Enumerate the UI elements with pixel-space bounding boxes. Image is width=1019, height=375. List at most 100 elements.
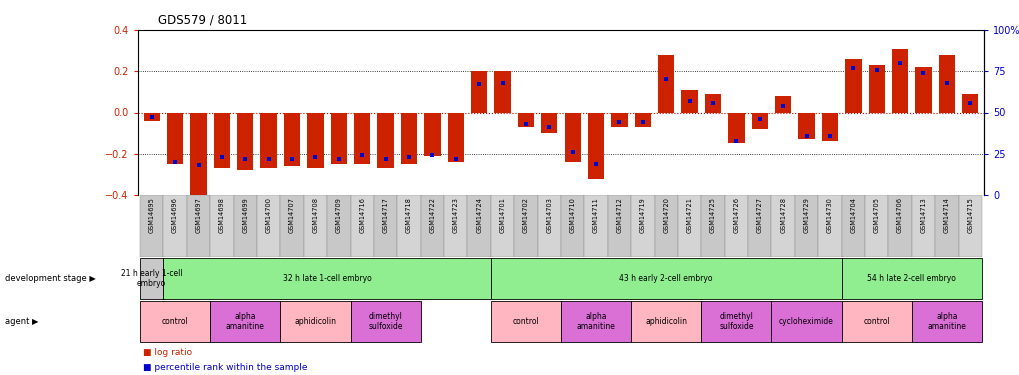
Bar [514, 195, 537, 257]
Bar [518, 112, 534, 127]
Bar [681, 90, 697, 112]
Text: aphidicolin: aphidicolin [645, 317, 687, 326]
Text: GSM14724: GSM14724 [476, 197, 482, 233]
Bar [490, 301, 560, 342]
Text: 43 h early 2-cell embryo: 43 h early 2-cell embryo [619, 274, 712, 283]
Text: GSM14697: GSM14697 [196, 197, 202, 233]
Bar [770, 301, 841, 342]
Bar [210, 195, 233, 257]
Text: GSM14717: GSM14717 [382, 197, 388, 233]
Bar [424, 112, 440, 156]
Bar [958, 195, 981, 257]
Bar [377, 112, 393, 168]
Text: GSM14723: GSM14723 [452, 197, 459, 233]
Bar [447, 112, 464, 162]
Bar [397, 195, 420, 257]
Text: 32 h late 1-cell embryo: 32 h late 1-cell embryo [282, 274, 371, 283]
Bar [821, 112, 838, 141]
Bar [400, 112, 417, 164]
Bar [490, 195, 514, 257]
Bar [140, 258, 163, 299]
Bar [471, 71, 487, 112]
Text: GSM14722: GSM14722 [429, 197, 435, 233]
Bar [654, 195, 678, 257]
Bar [351, 195, 374, 257]
Bar [631, 195, 654, 257]
Text: GSM14703: GSM14703 [546, 197, 551, 233]
Bar [841, 301, 911, 342]
Bar [584, 195, 607, 257]
Text: 21 h early 1-cell
embryo: 21 h early 1-cell embryo [121, 269, 182, 288]
Text: aphidicolin: aphidicolin [294, 317, 336, 326]
Bar [257, 195, 280, 257]
Bar [280, 195, 304, 257]
Bar [560, 301, 631, 342]
Text: cycloheximide: cycloheximide [779, 317, 834, 326]
Text: GSM14700: GSM14700 [265, 197, 271, 233]
Text: ■ percentile rank within the sample: ■ percentile rank within the sample [143, 363, 307, 372]
Text: GSM14695: GSM14695 [149, 197, 155, 233]
Bar [704, 94, 720, 112]
Text: GSM14702: GSM14702 [523, 197, 529, 233]
Bar [236, 112, 253, 170]
Bar [701, 195, 723, 257]
Bar [841, 258, 981, 299]
Bar [631, 301, 701, 342]
Text: control: control [862, 317, 890, 326]
Text: control: control [162, 317, 189, 326]
Bar [888, 195, 911, 257]
Bar [210, 301, 280, 342]
Text: GSM14709: GSM14709 [335, 197, 341, 233]
Text: GSM14708: GSM14708 [312, 197, 318, 233]
Bar [307, 112, 323, 168]
Text: GSM14713: GSM14713 [919, 197, 925, 232]
Bar [140, 195, 163, 257]
Bar [610, 112, 627, 127]
Text: dimethyl
sulfoxide: dimethyl sulfoxide [368, 312, 403, 331]
Text: GSM14721: GSM14721 [686, 197, 692, 233]
Bar [327, 195, 351, 257]
Bar [774, 96, 791, 112]
Text: GSM14698: GSM14698 [219, 197, 224, 233]
Bar [186, 195, 210, 257]
Bar [937, 55, 954, 112]
Text: GSM14720: GSM14720 [662, 197, 668, 233]
Text: dimethyl
sulfoxide: dimethyl sulfoxide [718, 312, 753, 331]
Bar [751, 112, 767, 129]
Bar [233, 195, 257, 257]
Bar [163, 258, 490, 299]
Text: GSM14716: GSM14716 [359, 197, 365, 233]
Bar [560, 195, 584, 257]
Text: GSM14707: GSM14707 [288, 197, 294, 233]
Bar [537, 195, 560, 257]
Bar [564, 112, 580, 162]
Text: development stage ▶: development stage ▶ [5, 274, 96, 283]
Text: GSM14704: GSM14704 [850, 197, 856, 233]
Text: GSM14726: GSM14726 [733, 197, 739, 233]
Bar [541, 112, 557, 133]
Bar [283, 112, 300, 166]
Bar [728, 112, 744, 144]
Text: GSM14711: GSM14711 [592, 197, 598, 232]
Bar [817, 195, 841, 257]
Text: GDS579 / 8011: GDS579 / 8011 [158, 13, 248, 26]
Bar [634, 112, 650, 127]
Bar [587, 112, 603, 178]
Text: GSM14706: GSM14706 [897, 197, 902, 233]
Text: GSM14714: GSM14714 [943, 197, 949, 233]
Text: GSM14727: GSM14727 [756, 197, 762, 233]
Text: GSM14710: GSM14710 [570, 197, 575, 233]
Text: agent ▶: agent ▶ [5, 317, 39, 326]
Bar [678, 195, 701, 257]
Bar [891, 49, 907, 112]
Text: GSM14718: GSM14718 [406, 197, 412, 233]
Bar [304, 195, 327, 257]
Bar [798, 112, 814, 140]
Bar [845, 59, 861, 112]
Text: GSM14712: GSM14712 [615, 197, 622, 233]
Text: 54 h late 2-cell embryo: 54 h late 2-cell embryo [866, 274, 955, 283]
Bar [841, 195, 864, 257]
Bar [280, 301, 351, 342]
Bar [260, 112, 276, 168]
Text: GSM14701: GSM14701 [499, 197, 505, 233]
